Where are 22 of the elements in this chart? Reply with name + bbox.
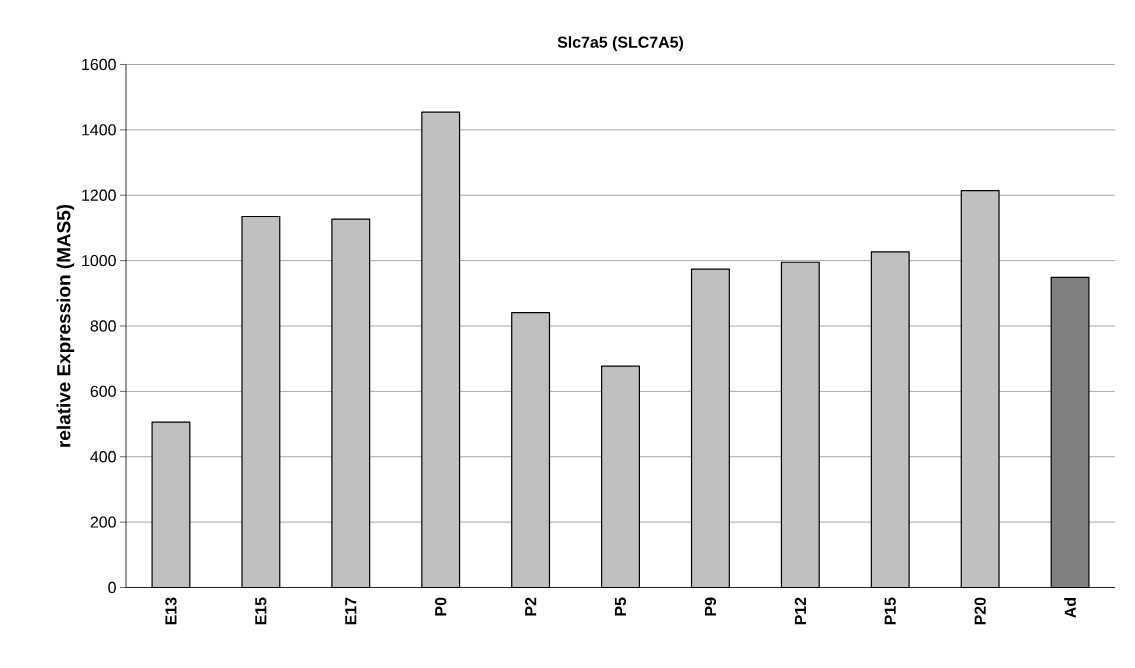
x-tick-label: P0 xyxy=(435,597,447,616)
x-tick-label: P15 xyxy=(884,597,896,625)
x-tick-label: P5 xyxy=(614,597,627,616)
y-tick-label: 200 xyxy=(90,516,116,528)
y-tick-label: 1600 xyxy=(82,58,116,71)
y-tick-label: 1200 xyxy=(82,189,116,201)
y-axis-title: relative Expression (MAS5) xyxy=(56,204,75,447)
y-tick-label: 800 xyxy=(90,320,116,332)
x-tick-label: E15 xyxy=(255,597,267,625)
y-tick-label: 400 xyxy=(90,451,116,463)
y-tick-label: 0 xyxy=(108,581,116,594)
y-tick-label: 1400 xyxy=(82,124,116,136)
chart-title: Slc7a5 (SLC7A5) xyxy=(557,36,684,51)
x-tick-label: Ad xyxy=(1064,598,1076,618)
x-tick-label: P9 xyxy=(704,597,717,616)
x-tick-label: P20 xyxy=(974,597,986,625)
x-tick-label: E13 xyxy=(165,597,177,625)
y-tick-label: 600 xyxy=(90,385,116,397)
y-tick-label: 1000 xyxy=(82,254,116,267)
x-tick-label: E17 xyxy=(345,597,357,625)
x-tick-label: P12 xyxy=(794,597,806,625)
x-tick-label: P2 xyxy=(525,597,537,616)
